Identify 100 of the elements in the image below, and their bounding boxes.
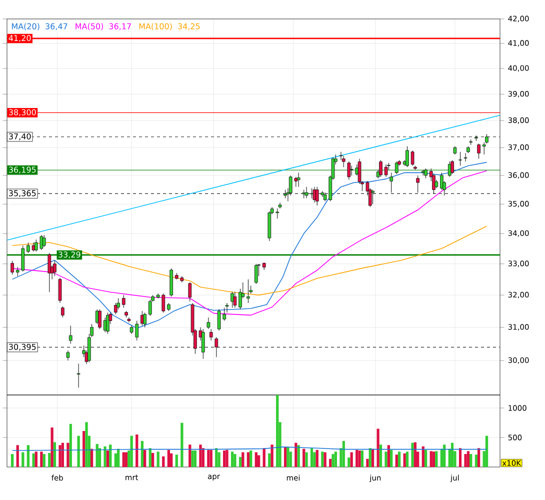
bar (77, 436, 80, 467)
bar (284, 446, 287, 467)
candlestick (201, 328, 205, 360)
ref-line-label: 41,20 (8, 35, 31, 42)
bar (98, 448, 102, 467)
bar (48, 452, 51, 467)
bar (246, 452, 250, 467)
bar (366, 458, 369, 467)
bar (104, 446, 106, 467)
candlestick (225, 302, 229, 313)
bar (348, 458, 350, 467)
candlestick (339, 152, 343, 160)
candlestick (312, 186, 316, 203)
bar (199, 444, 202, 467)
candlestick (48, 252, 52, 292)
bar (34, 452, 38, 467)
bar (191, 450, 194, 467)
candlestick (390, 172, 393, 193)
bar (257, 455, 260, 467)
bar (450, 442, 454, 467)
bar (114, 453, 117, 467)
candlestick (122, 294, 126, 308)
candlestick (379, 160, 382, 178)
bar (82, 431, 86, 467)
candlestick (458, 152, 462, 166)
bar (26, 445, 30, 467)
bar (10, 454, 14, 467)
candlestick (406, 146, 409, 168)
bar (414, 442, 417, 467)
candlestick (371, 189, 374, 204)
bar (360, 450, 364, 467)
bar (180, 422, 184, 467)
bar (302, 448, 306, 467)
candlestick (296, 172, 300, 188)
candlestick (233, 292, 237, 308)
bar (384, 452, 388, 467)
annotation: 34,25 (178, 23, 200, 30)
text: MA(20) (12, 23, 40, 30)
bar (218, 452, 220, 467)
bar (332, 454, 334, 467)
bar (310, 448, 314, 467)
ref-line-label: 37,40 (9, 133, 31, 140)
bar (411, 442, 414, 467)
bar (167, 450, 170, 467)
candlestick (68, 325, 72, 344)
bar (234, 454, 236, 467)
bar (443, 444, 446, 467)
candlestick (209, 328, 213, 341)
bar (289, 452, 292, 467)
bar (458, 448, 462, 467)
candlestick (188, 282, 192, 302)
candlestick (410, 150, 414, 166)
bar (151, 452, 154, 467)
bar (305, 452, 308, 467)
candlestick (424, 168, 428, 179)
bar (124, 452, 128, 467)
bar (387, 445, 390, 467)
bar (371, 448, 374, 467)
bar (466, 451, 470, 467)
bar (430, 451, 432, 467)
bar (474, 454, 478, 467)
candlestick (347, 161, 351, 180)
bar (148, 448, 152, 467)
bar (66, 442, 70, 467)
ref-line-label: 30,395 (9, 344, 36, 351)
bar (435, 451, 438, 467)
bar (276, 394, 279, 467)
bar (358, 450, 361, 467)
bar (250, 450, 252, 467)
candlestick (416, 175, 420, 193)
bar (297, 445, 300, 467)
ref-line-label: 36,195 (9, 166, 36, 174)
bar (140, 441, 144, 467)
bar (58, 445, 62, 467)
candlestick (214, 336, 218, 358)
bar (398, 452, 401, 467)
bar (485, 436, 488, 467)
bar (22, 452, 24, 467)
bar (210, 450, 212, 467)
bar (122, 452, 125, 467)
bar (403, 453, 406, 467)
bar (329, 458, 332, 467)
candlestick (143, 312, 146, 328)
bar (194, 450, 197, 467)
candlestick (114, 302, 118, 315)
candlestick (106, 312, 110, 334)
candlestick (342, 156, 346, 168)
bar (432, 452, 436, 467)
annotation: 36,47 (46, 23, 68, 30)
candlestick (450, 160, 454, 174)
bar (188, 444, 192, 467)
bar (226, 450, 228, 467)
candlestick (66, 350, 70, 361)
bar (395, 454, 398, 467)
bar (464, 454, 467, 467)
ref-line-label: 35,365 (9, 190, 36, 198)
bar (175, 454, 178, 467)
bar (313, 452, 316, 467)
bar (379, 444, 382, 467)
candlestick (206, 317, 210, 330)
